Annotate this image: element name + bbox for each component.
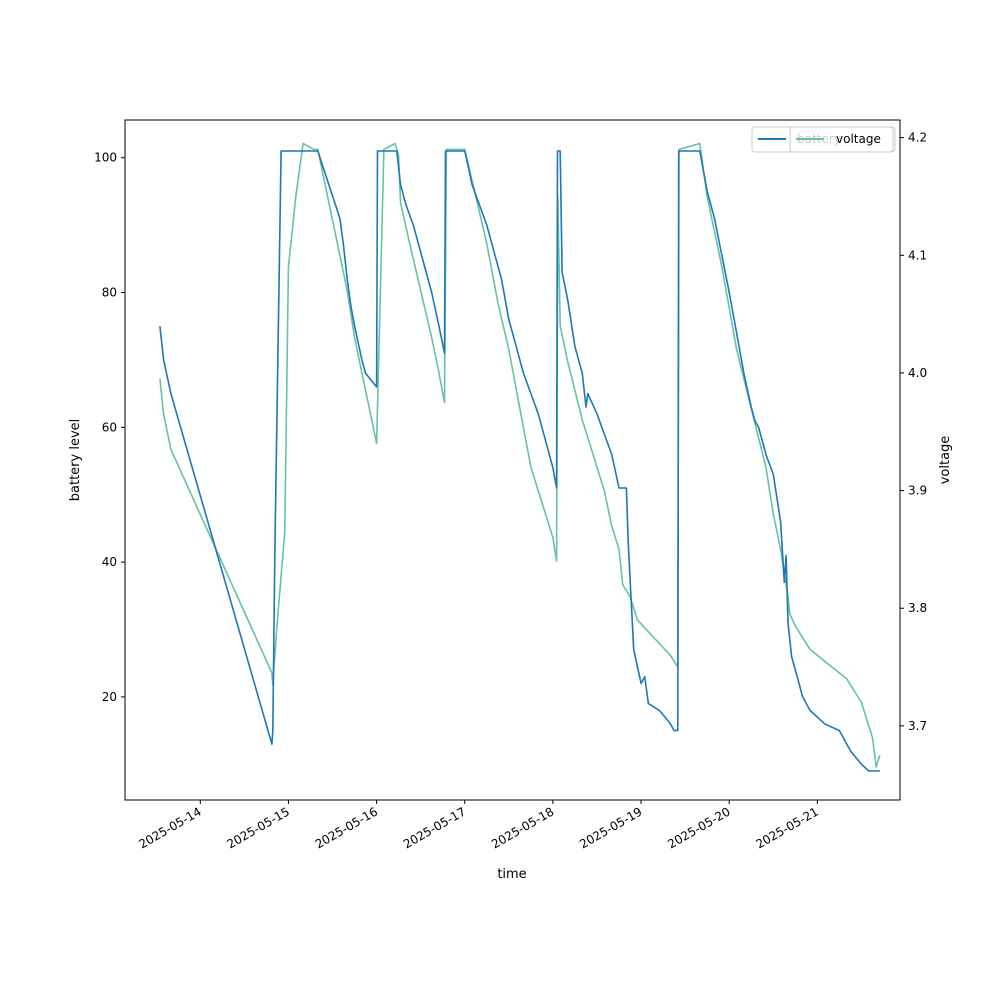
plot-series	[159, 142, 881, 772]
y-right-tick-label: 3.8	[908, 601, 927, 615]
series-line-battery	[159, 150, 880, 772]
y-left-tick-label: 40	[102, 555, 117, 569]
y-axis-right-label: voltage	[938, 436, 953, 485]
plot-frame	[124, 119, 901, 801]
y-axis-left-label: battery level	[68, 419, 83, 502]
series-line-voltage	[159, 142, 881, 768]
y-axis-right: 3.7 3.8 3.9 4.0 4.1 4.2	[900, 131, 927, 733]
y-left-tick-label: 80	[102, 286, 117, 300]
y-right-tick-label: 4.1	[908, 248, 927, 262]
x-axis-label: time	[497, 867, 526, 882]
y-right-tick-label: 4.0	[908, 366, 927, 380]
y-right-tick-label: 3.7	[908, 719, 927, 733]
y-left-tick-label: 20	[102, 690, 117, 704]
legend-voltage-label: voltage	[836, 132, 881, 146]
y-axis-left: 20 40 60 80 100	[94, 151, 125, 704]
legend-voltage-frame	[789, 126, 894, 153]
legend-voltage: voltage	[789, 126, 894, 153]
y-left-tick-label: 100	[94, 151, 117, 165]
y-right-tick-label: 4.2	[908, 131, 927, 145]
y-right-tick-label: 3.9	[908, 484, 927, 498]
y-left-tick-label: 60	[102, 420, 117, 434]
